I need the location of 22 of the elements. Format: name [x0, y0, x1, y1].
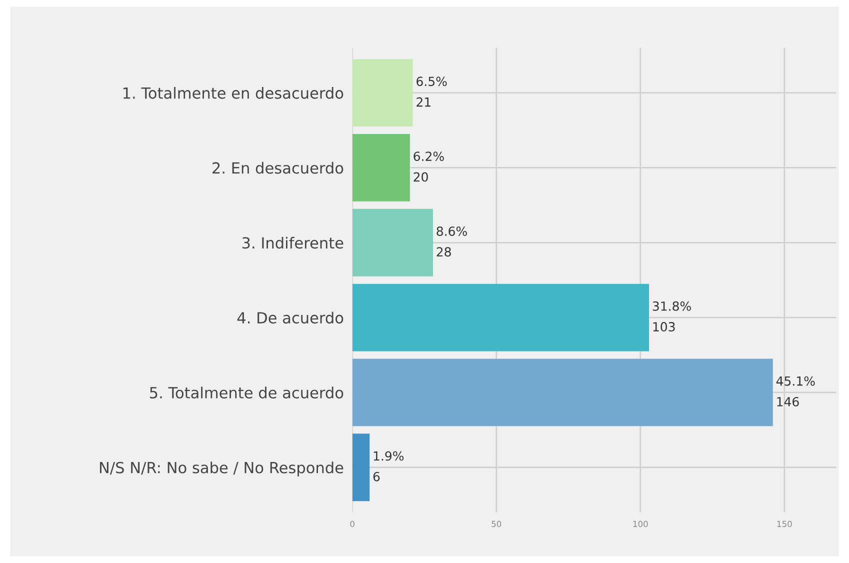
data-label: 6.2% 20: [414, 152, 444, 182]
data-label: 45.1% 146: [776, 376, 815, 406]
y-tick-label: 3. Indiferente: [242, 236, 344, 249]
y-tick-label: 1. Totalmente en desacuerdo: [123, 87, 344, 99]
bar: [352, 134, 410, 202]
data-label: 31.8% 103: [652, 301, 691, 332]
bar: [352, 358, 773, 426]
bar: [352, 59, 413, 127]
x-tick-label: 150: [777, 520, 792, 528]
y-tick-label: N/S N/R: No sabe / No Responde: [100, 462, 344, 476]
y-tick-label: 2. En desacuerdo: [212, 162, 344, 174]
data-label: 8.6% 28: [436, 226, 467, 257]
y-tick-label: 4. De acuerdo: [237, 312, 344, 324]
data-label: 1.9% 6: [373, 451, 404, 482]
x-tick-label: 100: [633, 520, 648, 528]
bar: [352, 434, 370, 502]
bar: [352, 208, 433, 276]
data-label: 6.5% 21: [416, 76, 447, 107]
y-tick-label: 5. Totalmente de acuerdo: [150, 386, 344, 398]
bar: [352, 284, 650, 352]
x-tick-label: 0: [350, 520, 354, 528]
x-tick-label: 50: [492, 520, 502, 528]
